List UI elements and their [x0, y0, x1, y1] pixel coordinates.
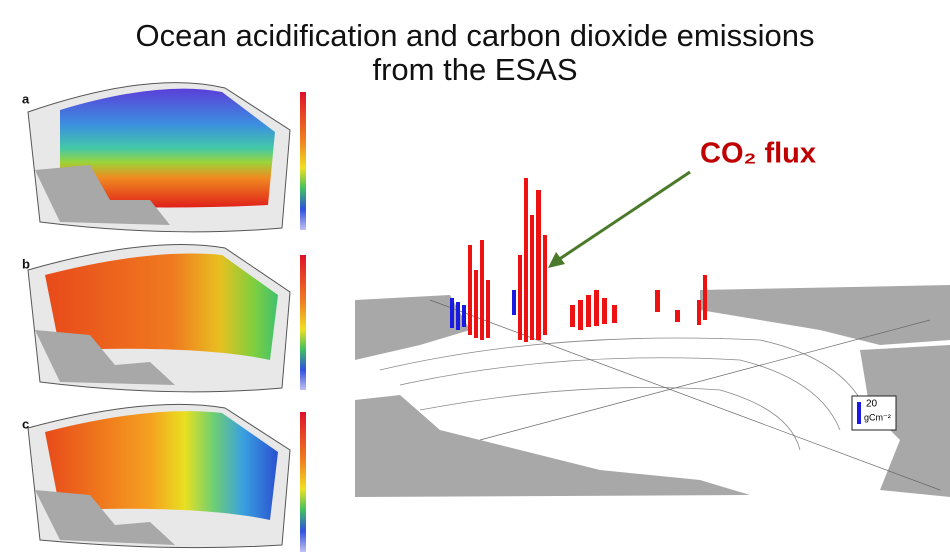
bar — [703, 275, 707, 320]
legend-swatch — [857, 402, 861, 424]
bar — [543, 235, 547, 335]
bar — [697, 300, 701, 325]
bar — [655, 290, 660, 312]
arrow-line — [555, 172, 690, 262]
title-line: from the ESAS — [372, 52, 577, 87]
map-panel — [28, 404, 306, 552]
bar — [486, 280, 490, 338]
bar — [474, 270, 478, 338]
color-bar — [300, 255, 306, 390]
annotation: CO₂ flux — [700, 138, 816, 170]
bar — [578, 300, 583, 330]
bar — [530, 215, 534, 340]
bar — [612, 305, 617, 323]
legend-value: 20 — [866, 399, 878, 410]
bar — [462, 305, 466, 327]
bar — [602, 298, 607, 324]
arrow-head — [548, 252, 565, 268]
bar — [586, 295, 591, 327]
color-bar — [300, 92, 306, 230]
bar — [570, 305, 575, 327]
bar — [524, 178, 528, 342]
bar — [450, 298, 454, 328]
bar — [536, 190, 541, 340]
bar — [512, 290, 516, 315]
panel-label: b — [22, 256, 30, 271]
map-panel — [28, 83, 306, 232]
bar — [594, 290, 599, 326]
title-line: Ocean acidification and carbon dioxide e… — [136, 18, 815, 53]
bar — [456, 302, 460, 330]
panel-label: c — [22, 416, 29, 431]
slide: Ocean acidification and carbon dioxide e… — [0, 0, 950, 554]
bar — [518, 255, 522, 340]
flux-map: 20 gCm⁻² — [355, 178, 950, 497]
panel-label: a — [22, 91, 30, 106]
map-panel — [28, 244, 306, 391]
color-bar — [300, 412, 306, 552]
bar — [675, 310, 680, 322]
bar — [468, 245, 472, 335]
bar — [480, 240, 484, 340]
legend-unit: gCm⁻² — [864, 412, 891, 422]
